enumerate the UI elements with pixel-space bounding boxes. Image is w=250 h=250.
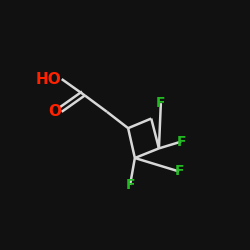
Text: HO: HO (36, 72, 62, 86)
Text: F: F (174, 164, 184, 178)
Text: F: F (176, 135, 186, 149)
Text: F: F (125, 178, 135, 192)
Text: F: F (156, 96, 166, 110)
Text: O: O (49, 104, 62, 119)
